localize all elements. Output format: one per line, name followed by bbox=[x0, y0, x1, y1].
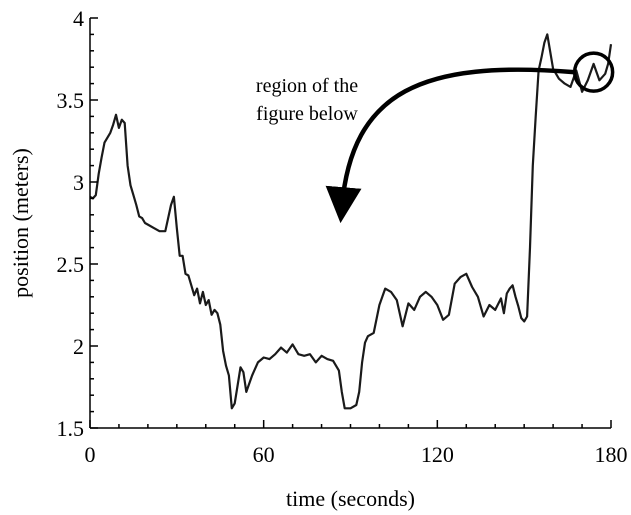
y-tick-label-2.5: 2.5 bbox=[57, 252, 85, 277]
x-tick-label-0: 0 bbox=[85, 442, 96, 467]
annotation-text-line-2: figure below bbox=[256, 103, 358, 125]
curved-arrow bbox=[325, 67, 574, 224]
y-tick-label-4: 4 bbox=[73, 6, 84, 31]
y-axis-title: position (meters) bbox=[8, 148, 33, 298]
y-tick-label-2: 2 bbox=[73, 334, 84, 359]
y-tick-label-1.5: 1.5 bbox=[57, 416, 85, 441]
y-ticks: 1.5 2 2.5 3 3.5 4 bbox=[57, 6, 98, 441]
y-tick-label-3.5: 3.5 bbox=[57, 88, 85, 113]
x-axis-title: time (seconds) bbox=[286, 486, 415, 511]
x-ticks: 0 60 120 180 bbox=[85, 420, 628, 467]
annotation: region of the figure below bbox=[256, 51, 615, 224]
annotation-text-line-1: region of the bbox=[256, 75, 358, 97]
x-tick-label-120: 120 bbox=[421, 442, 454, 467]
y-axis: 1.5 2 2.5 3 3.5 4 position (meters) bbox=[8, 6, 98, 441]
y-tick-label-3: 3 bbox=[73, 170, 84, 195]
position-series-line bbox=[89, 33, 613, 410]
x-tick-label-180: 180 bbox=[595, 442, 628, 467]
x-axis: 0 60 120 180 time (seconds) bbox=[85, 420, 628, 511]
highlight-circle bbox=[572, 51, 615, 93]
plot-area bbox=[89, 33, 613, 410]
x-tick-label-60: 60 bbox=[253, 442, 275, 467]
